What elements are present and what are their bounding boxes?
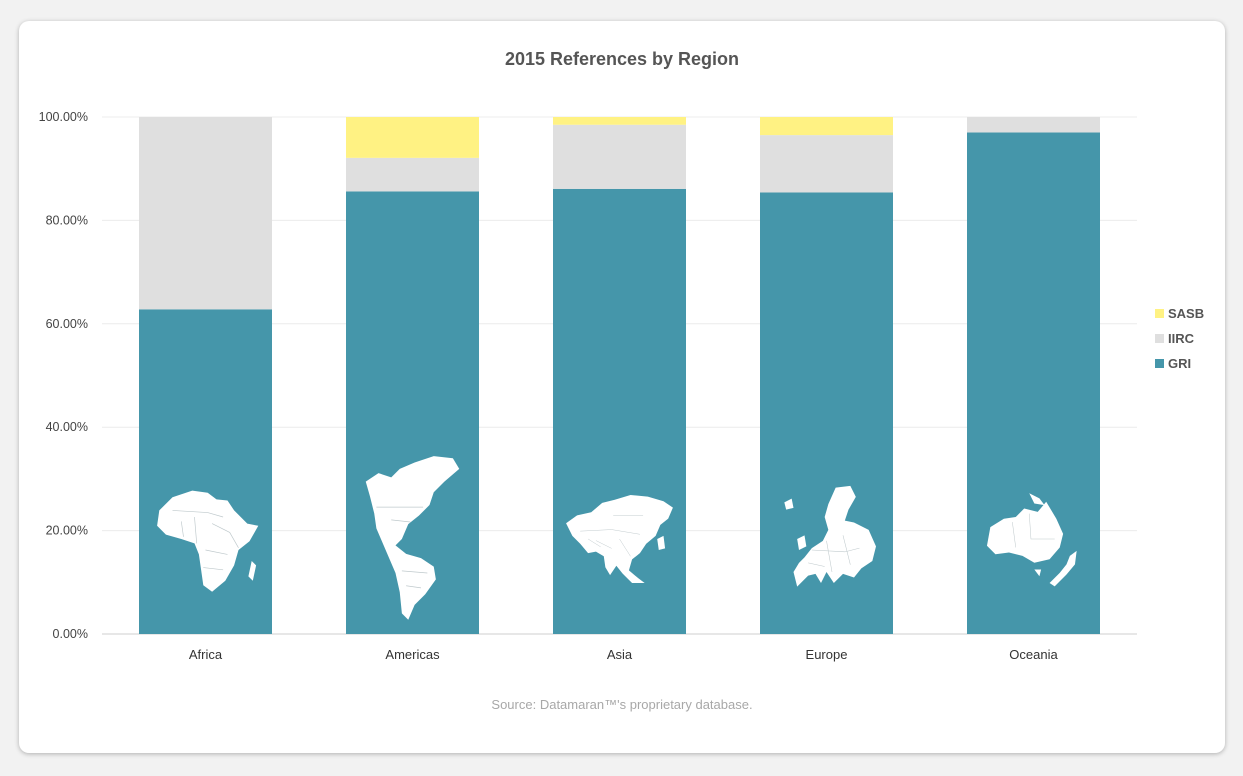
chart-title: 2015 References by Region	[504, 49, 740, 69]
x-tick-label: Europe	[806, 647, 848, 662]
stacked-bar-chart: 0.00% 20.00% 40.00% 60.00% 80.00% 100.00% Afri…	[39, 110, 1137, 662]
legend-item-sasb[interactable]: SASB	[1155, 301, 1204, 326]
legend-swatch-sasb	[1155, 309, 1164, 318]
x-tick-label: Africa	[189, 647, 223, 662]
y-tick-label: 0.00%	[53, 627, 88, 641]
bar-segment-iirc-asia[interactable]	[553, 124, 686, 189]
chart-legend: SASB IIRC GRI	[1155, 301, 1204, 376]
bar-segment-iirc-oceania[interactable]	[967, 117, 1100, 133]
bar-segment-iirc-africa[interactable]	[139, 117, 272, 310]
y-tick-label: 100.00%	[39, 110, 88, 124]
y-tick-label: 20.00%	[46, 524, 88, 538]
x-tick-label: Oceania	[1009, 647, 1058, 662]
y-tick-label: 40.00%	[46, 420, 88, 434]
legend-item-iirc[interactable]: IIRC	[1155, 326, 1204, 351]
x-tick-label: Asia	[607, 647, 633, 662]
legend-label-gri: GRI	[1168, 356, 1192, 371]
legend-item-gri[interactable]: GRI	[1155, 351, 1204, 376]
chart-card: 2015 References by Region	[19, 21, 1225, 753]
y-tick-label: 60.00%	[46, 317, 88, 331]
legend-swatch-gri	[1155, 359, 1164, 368]
bar-segment-iirc-europe[interactable]	[760, 135, 893, 193]
y-tick-label: 80.00%	[46, 213, 88, 227]
bar-segment-iirc-americas[interactable]	[346, 157, 479, 192]
bar-segment-sasb-americas[interactable]	[346, 117, 479, 158]
x-tick-label: Americas	[385, 647, 440, 662]
legend-label-iirc: IIRC	[1168, 331, 1194, 346]
legend-label-sasb: SASB	[1168, 306, 1205, 321]
bar-segment-sasb-europe[interactable]	[760, 117, 893, 136]
bar-segment-sasb-asia[interactable]	[553, 117, 686, 125]
source-note: Source: Datamaran™'s proprietary databas…	[491, 697, 753, 712]
legend-swatch-iirc	[1155, 334, 1164, 343]
